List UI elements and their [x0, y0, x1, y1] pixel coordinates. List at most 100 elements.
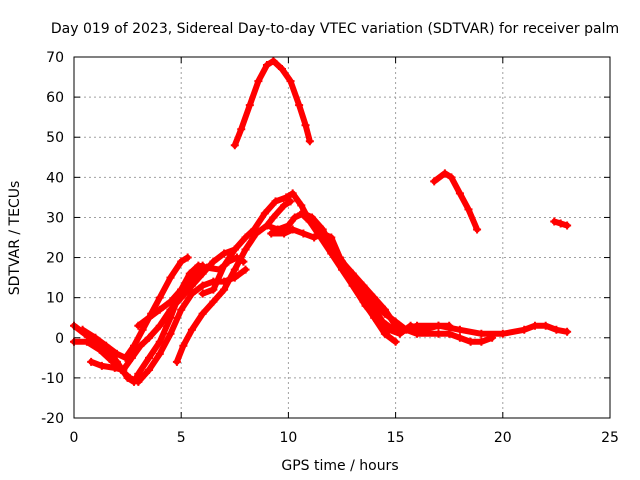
data-point	[260, 209, 269, 218]
data-point	[127, 353, 136, 362]
data-point	[338, 261, 346, 270]
data-point	[455, 325, 464, 334]
data-point	[241, 245, 250, 254]
data-point	[370, 297, 379, 306]
series-line-arc-3	[79, 254, 191, 361]
data-point	[563, 221, 572, 230]
data-point	[187, 281, 196, 290]
x-tick-label: 25	[601, 430, 619, 446]
data-point	[179, 341, 188, 350]
data-point	[271, 197, 280, 206]
data-point	[290, 213, 299, 222]
data-point	[380, 309, 389, 318]
data-point	[112, 349, 121, 358]
data-point	[445, 329, 454, 338]
data-point	[284, 221, 293, 230]
data-point	[301, 121, 310, 130]
data-point	[155, 321, 164, 330]
data-point	[209, 257, 218, 266]
data-point	[455, 333, 464, 342]
data-point	[413, 329, 422, 338]
data-point	[430, 177, 439, 186]
data-point	[198, 289, 207, 298]
data-point	[198, 309, 207, 318]
data-point	[241, 265, 250, 274]
x-tick-label: 10	[279, 430, 297, 446]
data-point	[155, 337, 164, 346]
data-point	[145, 313, 154, 322]
x-tick-label: 5	[177, 430, 186, 446]
chart-title: Day 019 of 2023, Sidereal Day-to-day VTE…	[51, 21, 619, 37]
data-point	[466, 337, 475, 346]
data-point	[230, 245, 239, 254]
data-point	[198, 269, 207, 278]
data-point	[230, 141, 239, 150]
data-point	[230, 265, 239, 274]
data-point	[556, 219, 565, 228]
data-point	[166, 305, 175, 314]
data-point	[177, 285, 186, 294]
data-point	[280, 201, 289, 210]
y-tick-label: -10	[41, 371, 64, 387]
data-point	[209, 297, 218, 306]
data-point	[177, 257, 186, 266]
data-point	[348, 273, 357, 282]
data-point	[134, 369, 143, 378]
data-point	[209, 285, 218, 294]
y-axis-label: SDTVAR / TECUs	[7, 181, 23, 296]
y-tick-label: 30	[46, 210, 64, 226]
data-point	[288, 225, 297, 234]
data-point	[95, 345, 104, 354]
data-point	[237, 125, 246, 134]
data-point	[473, 225, 482, 234]
data-point	[520, 325, 529, 334]
data-point	[419, 325, 428, 334]
data-point	[380, 329, 389, 338]
data-point	[434, 321, 443, 330]
data-point	[327, 233, 336, 242]
data-point	[110, 363, 119, 372]
data-point	[220, 249, 229, 258]
data-point	[183, 253, 192, 262]
data-point	[177, 293, 186, 302]
series-line-arc-13	[431, 170, 481, 233]
y-tick-label: 50	[46, 130, 64, 146]
data-point	[295, 101, 304, 110]
axis-ticks: 0 5 10 15 20 25 -20 -10 0 10 20 30 40 50 60 70	[41, 50, 619, 446]
data-point	[563, 327, 572, 336]
data-point	[125, 373, 134, 382]
data-point	[262, 61, 271, 70]
y-tick-label: 60	[46, 90, 64, 106]
data-point	[552, 325, 561, 334]
data-point	[91, 333, 100, 342]
data-point	[488, 333, 497, 342]
data-point	[361, 301, 370, 310]
data-point	[305, 137, 314, 146]
data-point	[166, 329, 175, 338]
data-point	[220, 261, 229, 270]
data-point	[440, 169, 449, 178]
data-point	[245, 101, 254, 110]
data-point	[280, 229, 289, 238]
data-point	[434, 329, 443, 338]
x-tick-label: 15	[387, 430, 405, 446]
data-point	[477, 329, 486, 338]
data-point	[97, 361, 106, 370]
y-tick-label: 40	[46, 170, 64, 186]
data-point	[87, 357, 96, 366]
data-point	[172, 357, 181, 366]
y-tick-label: 70	[46, 50, 64, 66]
x-tick-label: 20	[494, 430, 512, 446]
y-tick-label: 20	[46, 251, 64, 267]
data-point	[395, 329, 404, 338]
data-point	[385, 325, 394, 334]
data-point	[297, 209, 306, 218]
data-point	[136, 341, 145, 350]
data-point	[464, 205, 473, 214]
data-point	[155, 293, 164, 302]
data-point	[269, 213, 278, 222]
data-point	[78, 325, 87, 334]
data-point	[198, 281, 207, 290]
data-point	[316, 229, 325, 238]
